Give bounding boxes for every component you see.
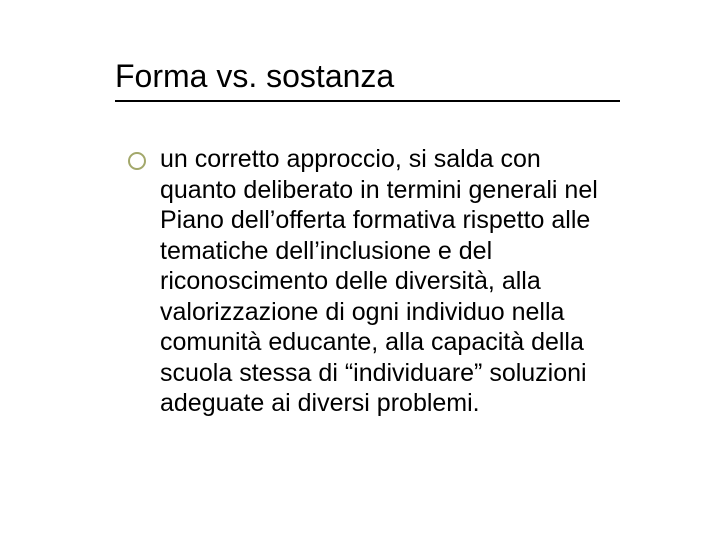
slide: Forma vs. sostanza un corretto approccio… — [0, 0, 720, 540]
bullet-text: un corretto approccio, si salda con quan… — [160, 144, 618, 419]
slide-body: un corretto approccio, si salda con quan… — [128, 144, 618, 419]
title-underline — [115, 100, 620, 102]
circle-bullet-icon — [128, 152, 146, 170]
list-item: un corretto approccio, si salda con quan… — [128, 144, 618, 419]
slide-title: Forma vs. sostanza — [115, 58, 394, 95]
